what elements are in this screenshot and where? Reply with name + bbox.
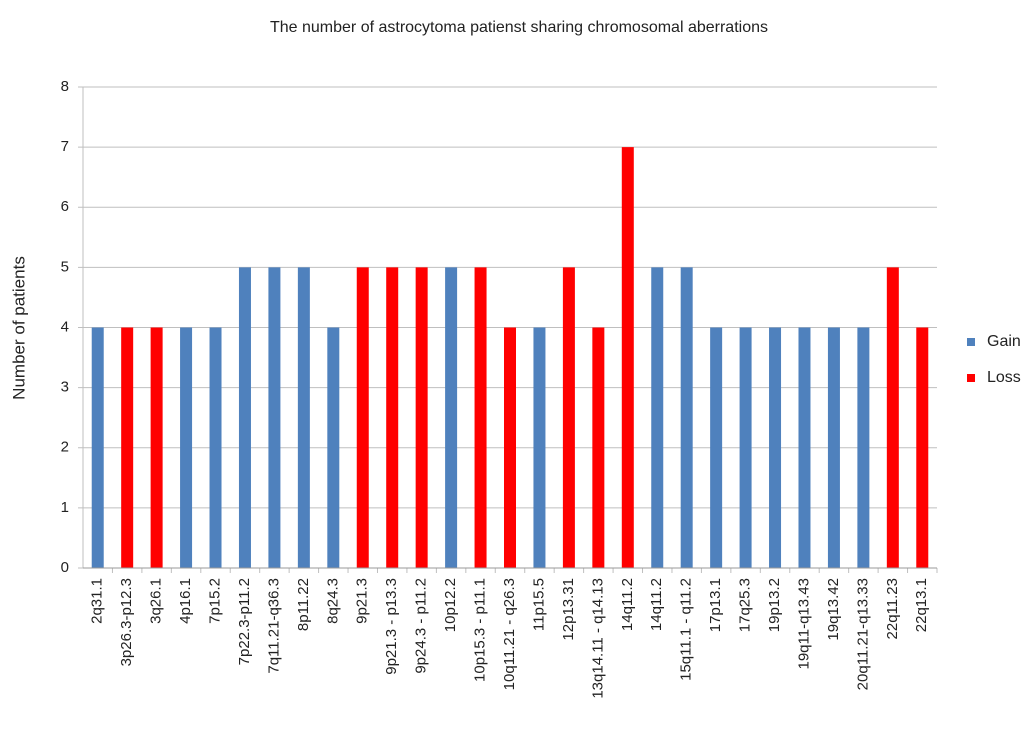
x-tick-label: 13q14.11 - q14.13	[589, 578, 606, 699]
x-tick-label: 19p13.2	[766, 578, 783, 632]
x-tick-label: 9p21.3	[354, 578, 371, 624]
y-tick-label: 3	[61, 379, 69, 396]
y-tick-label: 6	[61, 198, 69, 215]
legend-label: Gain	[987, 333, 1021, 350]
x-tick-label: 22q13.1	[913, 578, 930, 632]
bar	[798, 327, 811, 568]
x-tick-label: 8q24.3	[324, 578, 341, 624]
x-tick-label: 15q11.1 - q11.2	[678, 578, 695, 681]
bar	[504, 327, 516, 568]
bar	[121, 327, 134, 568]
x-tick-label: 7p15.2	[206, 578, 223, 624]
bar	[268, 267, 281, 568]
legend-swatch	[967, 338, 975, 346]
bar	[327, 327, 340, 568]
y-axis-label: Number of patients	[9, 256, 28, 400]
bar	[680, 267, 693, 568]
legend-swatch	[967, 374, 975, 382]
bar	[445, 267, 458, 568]
bar	[474, 267, 487, 568]
y-tick-label: 1	[61, 499, 69, 516]
x-tick-label: 17q25.3	[737, 578, 754, 632]
y-tick-label: 8	[61, 78, 69, 95]
x-tick-label: 10p12.2	[442, 578, 459, 632]
bar	[769, 327, 782, 568]
bar	[386, 267, 399, 568]
x-tick-label: 7q11.21-q36.3	[265, 578, 282, 674]
bar	[651, 267, 664, 568]
x-tick-label: 8p11.22	[295, 578, 312, 631]
bar	[209, 327, 222, 568]
bar	[297, 267, 310, 568]
x-tick-label: 3p26.3-p12.3	[118, 578, 135, 666]
bar	[916, 327, 929, 568]
y-tick-label: 7	[61, 138, 69, 155]
y-tick-label: 2	[61, 439, 69, 456]
bar	[562, 267, 575, 568]
x-tick-label: 10p15.3 - p11.1	[472, 578, 489, 682]
bar	[592, 327, 605, 568]
bar	[710, 327, 723, 568]
x-tick-label: 19q13.42	[825, 578, 842, 641]
y-tick-label: 4	[61, 318, 69, 335]
x-tick-label: 4p16.1	[177, 578, 194, 624]
y-tick-label: 5	[61, 258, 69, 275]
x-tick-label: 2q31.1	[89, 578, 106, 624]
x-tick-label: 9p24.3 - p11.2	[413, 578, 430, 674]
x-tick-label: 19q11-q13.43	[795, 578, 812, 669]
x-tick-label: 14q11.2	[619, 578, 636, 631]
x-tick-label: 9p21.3 - p13.3	[383, 578, 400, 675]
bar	[621, 147, 634, 568]
x-tick-label: 3q26.1	[148, 578, 165, 624]
bar	[739, 327, 752, 568]
bar	[356, 267, 369, 568]
x-tick-label: 22q11.23	[884, 578, 901, 639]
legend-label: Loss	[987, 369, 1021, 386]
x-tick-label: 12p13.31	[560, 578, 577, 641]
x-tick-label: 20q11.21-q13.33	[854, 578, 871, 690]
x-tick-label: 14q11.2	[648, 578, 665, 631]
bar	[827, 327, 840, 568]
bar	[150, 327, 163, 568]
bar	[91, 327, 104, 568]
bar	[238, 267, 251, 568]
x-tick-label: 17p13.1	[707, 578, 724, 632]
bar	[180, 327, 193, 568]
bar	[857, 327, 870, 568]
chart-title: The number of astrocytoma patienst shari…	[270, 19, 768, 36]
bar	[533, 327, 546, 568]
y-tick-label: 0	[61, 559, 69, 576]
bar	[886, 267, 899, 568]
x-tick-label: 10q11.21 - q26.3	[501, 578, 518, 690]
x-tick-label: 11p15.5	[530, 578, 547, 631]
bar	[415, 267, 428, 568]
x-tick-label: 7p22.3-p11.2	[236, 578, 253, 665]
